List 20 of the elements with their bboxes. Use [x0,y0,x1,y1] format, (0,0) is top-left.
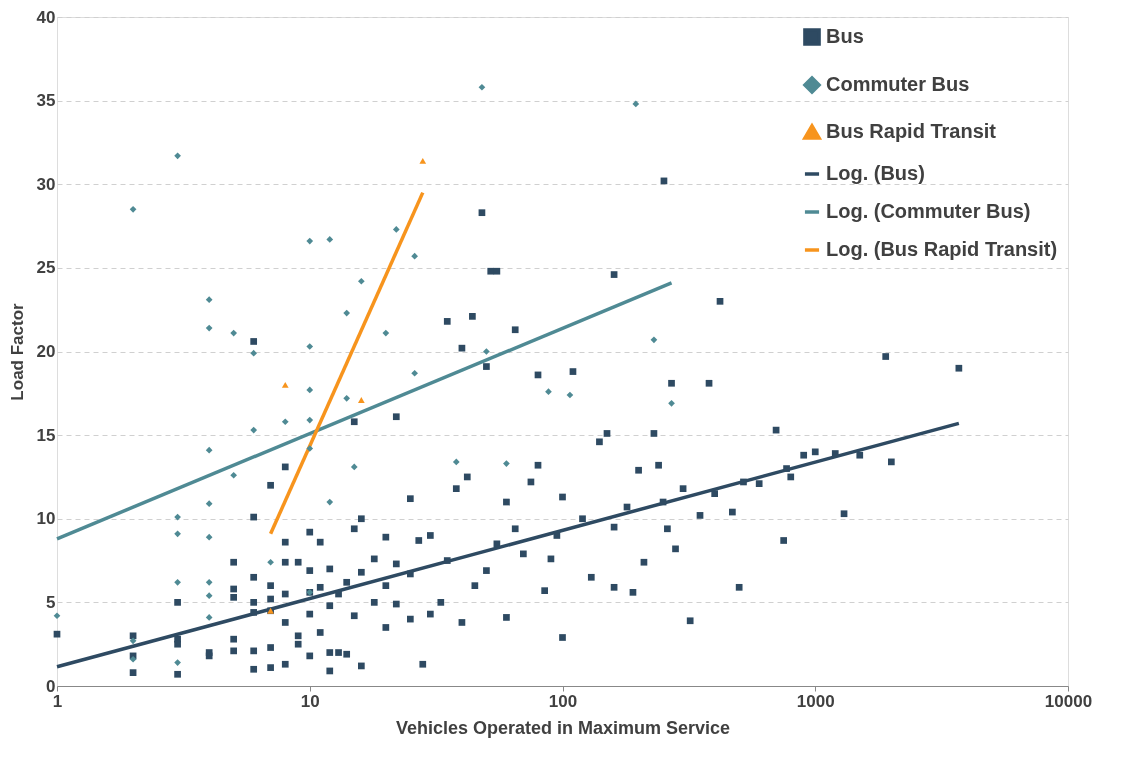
y-tick-label: 5 [46,592,56,612]
x-tick-label: 1000 [796,691,835,711]
x-tick-label: 10 [300,691,320,711]
y-tick-label: 40 [36,7,56,27]
x-axis-title: Vehicles Operated in Maximum Service [395,717,731,738]
legend-label: Commuter Bus [826,73,970,95]
y-tick-label: 30 [36,174,56,194]
y-tick-label: 25 [36,258,56,278]
legend-label: Bus [826,25,864,47]
x-tick-label: 10000 [1044,691,1093,711]
y-axis-title: Load Factor [7,302,27,401]
y-tick-label: 35 [36,91,56,111]
legend-label: Log. (Commuter Bus) [826,200,1031,222]
y-tick-label: 15 [36,425,56,445]
legend-label: Log. (Bus) [826,162,925,184]
y-tick-label: 20 [36,342,56,361]
legend-label: Log. (Bus Rapid Transit) [826,238,1058,260]
legend-label: Bus Rapid Transit [826,120,997,142]
x-tick-label: 100 [548,691,578,711]
y-tick-label: 10 [36,509,56,529]
